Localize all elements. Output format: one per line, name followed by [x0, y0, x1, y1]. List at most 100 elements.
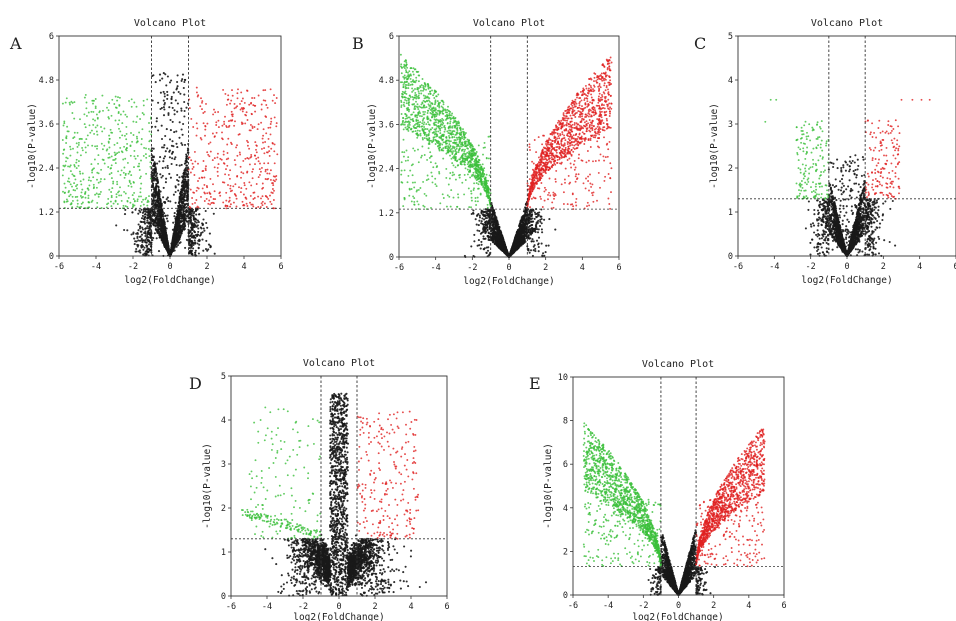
panel-a-up-regulated-point: [201, 187, 204, 190]
panel-a-up-regulated-point: [246, 205, 249, 207]
panel-a-down-regulated-point: [103, 144, 106, 147]
panel-a-up-regulated-point: [216, 152, 219, 155]
panel-a-down-regulated-point: [141, 128, 144, 131]
panel-a-down-regulated-point: [130, 185, 133, 188]
panel-a-up-regulated-point: [216, 166, 219, 169]
panel-a-not-significant-point: [134, 208, 137, 211]
panel-a-up-regulated-point: [204, 125, 207, 128]
panel-a-down-regulated-point: [123, 176, 126, 179]
panel-a-not-significant-point: [180, 231, 183, 234]
panel-a-up-regulated-point: [194, 201, 196, 204]
panel-b-not-significant-point: [533, 217, 536, 220]
panel-a-down-regulated-point: [123, 166, 126, 169]
panel-a-down-regulated-point: [63, 120, 66, 123]
panel-a-not-significant-point: [193, 230, 196, 234]
panel-a-up-regulated-point: [224, 173, 227, 176]
panel-a-up-regulated-point: [193, 191, 196, 194]
panel-a-not-significant-point: [180, 79, 183, 82]
panel-a-up-regulated-point: [245, 114, 248, 117]
panel-a-down-regulated-point: [136, 198, 139, 201]
panel-a-down-regulated-point: [97, 181, 100, 184]
panel-a-up-regulated-point: [253, 154, 256, 157]
panel-a-down-regulated-point: [73, 182, 76, 185]
panel-a-up-regulated-point: [233, 193, 236, 195]
panel-a-down-regulated-point: [96, 201, 99, 204]
panel-a-up-regulated-point: [192, 126, 195, 128]
panel-a-not-significant-point: [196, 219, 199, 222]
panel-a-up-regulated-point: [264, 141, 267, 143]
panel-a-up-regulated-point: [245, 202, 248, 205]
panel-b-not-significant-point: [486, 249, 490, 252]
panel-a-up-regulated-point: [266, 168, 269, 171]
panel-a-down-regulated-point: [97, 172, 100, 175]
panel-a-not-significant-point: [180, 128, 183, 131]
panel-a-up-regulated-point: [257, 94, 260, 97]
panel-a-not-significant-point: [126, 229, 129, 232]
panel-a-down-regulated-point: [135, 135, 138, 138]
panel-a-not-significant-point: [168, 138, 172, 141]
panel-a-up-regulated-point: [188, 107, 191, 110]
panel-a-not-significant-point: [182, 172, 185, 175]
panel-a-up-regulated-point: [252, 168, 254, 171]
panel-a-not-significant-point: [176, 178, 179, 182]
panel-a-down-regulated-point: [110, 131, 113, 134]
panel-a-down-regulated-point: [129, 182, 132, 185]
panel-a-not-significant-point: [144, 230, 147, 233]
panel-a-up-regulated-point: [194, 160, 197, 163]
panel-a-down-regulated-point: [125, 132, 128, 135]
panel-a-down-regulated-point: [124, 157, 127, 160]
panel-a-up-regulated-point: [228, 124, 231, 127]
panel-a-down-regulated-point: [117, 170, 120, 173]
panel-a-down-regulated-point: [111, 187, 114, 190]
panel-a-down-regulated-point: [101, 158, 104, 161]
panel-a-down-regulated-point: [69, 183, 72, 186]
panel-a-down-regulated-point: [130, 174, 133, 177]
panel-a-down-regulated-point: [80, 202, 83, 205]
panel-a-up-regulated-point: [267, 145, 270, 148]
panel-a-down-regulated-point: [92, 123, 95, 126]
panel-a-down-regulated-point: [68, 101, 71, 104]
panel-a-not-significant-point: [170, 79, 173, 82]
panel-a-up-regulated-point: [200, 97, 202, 100]
panel-b-not-significant-point: [531, 238, 534, 241]
panel-a-not-significant-point: [173, 212, 176, 215]
panel-a-not-significant-point: [163, 95, 166, 98]
panel-a-down-regulated-point: [120, 194, 123, 197]
panel-a-down-regulated-point: [123, 190, 126, 193]
panel-a-down-regulated-point: [116, 99, 119, 102]
panel-a-not-significant-point: [179, 227, 182, 230]
panel-a-up-regulated-point: [233, 159, 236, 162]
panel-a-not-significant-point: [165, 128, 168, 131]
panel-a-down-regulated-point: [133, 149, 136, 152]
panel-a-down-regulated-point: [95, 186, 98, 189]
panel-a-down-regulated-point: [62, 148, 65, 151]
panel-a-not-significant-point: [159, 91, 162, 94]
panel-a-down-regulated-point: [126, 161, 129, 164]
panel-a-not-significant-point: [180, 188, 183, 191]
panel-a-up-regulated-point: [243, 184, 246, 187]
panel-b-not-significant-point: [530, 214, 533, 217]
panel-a-not-significant-point: [194, 251, 197, 254]
panel-a-not-significant-point: [184, 224, 187, 227]
panel-a-up-regulated-point: [246, 171, 249, 174]
panel-b-not-significant-point: [477, 239, 480, 242]
panel-a-up-regulated-point: [275, 122, 278, 125]
panel-a-not-significant-point: [133, 237, 136, 240]
panel-a-up-regulated-point: [248, 103, 251, 106]
panel-a-down-regulated-point: [119, 130, 122, 133]
panel-a-not-significant-point: [173, 109, 176, 112]
panel-a-up-regulated-point: [193, 174, 196, 176]
panel-a-down-regulated-point: [116, 152, 119, 155]
panel-a-not-significant-point: [130, 233, 133, 236]
panel-a-down-regulated-point: [69, 103, 71, 106]
panel-a-up-regulated-point: [269, 88, 272, 91]
panel-a-not-significant-point: [163, 242, 166, 245]
panel-a-down-regulated-point: [73, 117, 76, 120]
panel-a-up-regulated-point: [240, 107, 243, 110]
panel-a-not-significant-point: [151, 182, 155, 186]
panel-a-not-significant-point: [176, 244, 180, 247]
panel-a-down-regulated-point: [63, 200, 66, 203]
panel-a-down-regulated-point: [101, 148, 104, 151]
panel-a-not-significant-point: [168, 106, 171, 109]
panel-a-down-regulated-point: [81, 172, 84, 175]
